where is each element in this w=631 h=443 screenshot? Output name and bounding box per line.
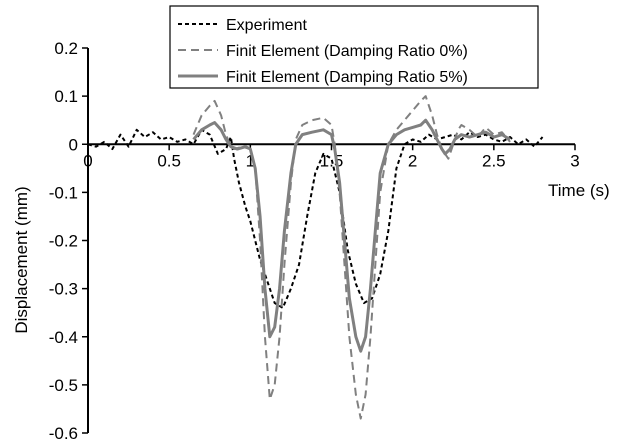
x-axis-label: Time (s): [548, 181, 610, 200]
legend-box: [169, 5, 539, 89]
legend-label-3: Finit Element (Damping Ratio 5%): [226, 69, 468, 86]
axes: 0.20.10-0.1-0.2-0.3-0.4-0.5-0.60 0.5 1 1.5 2…: [49, 39, 580, 443]
y-tick-label: -0.5: [49, 376, 78, 395]
series-line-1: [87, 128, 544, 309]
series-layer: [87, 95, 544, 420]
x-tick-label: 2: [408, 151, 417, 170]
x-tick-label: 0.5: [157, 151, 181, 170]
x-tick-label: 0: [83, 151, 92, 170]
x-tick-label: 3: [570, 151, 579, 170]
y-tick-label: -0.6: [49, 424, 78, 443]
y-tick-label: -0.4: [49, 328, 78, 347]
y-tick-label: -0.1: [49, 183, 78, 202]
y-tick-label: -0.2: [49, 232, 78, 251]
y-axis-label: Displacement (mm): [12, 186, 31, 333]
y-tick-label: -0.3: [49, 280, 78, 299]
x-tick-label: 1: [246, 151, 255, 170]
y-tick-label: 0.2: [54, 39, 78, 58]
legend: Experiment Finit Element (Damping Ratio 0…: [169, 5, 539, 89]
x-tick-label: 2.5: [482, 151, 506, 170]
legend-label-2: Finit Element (Damping Ratio 0%): [226, 43, 468, 60]
series-line-3: [192, 118, 511, 353]
y-tick-label: 0.1: [54, 87, 78, 106]
legend-label-1: Experiment: [226, 17, 307, 34]
y-tick-label: 0: [69, 135, 78, 154]
